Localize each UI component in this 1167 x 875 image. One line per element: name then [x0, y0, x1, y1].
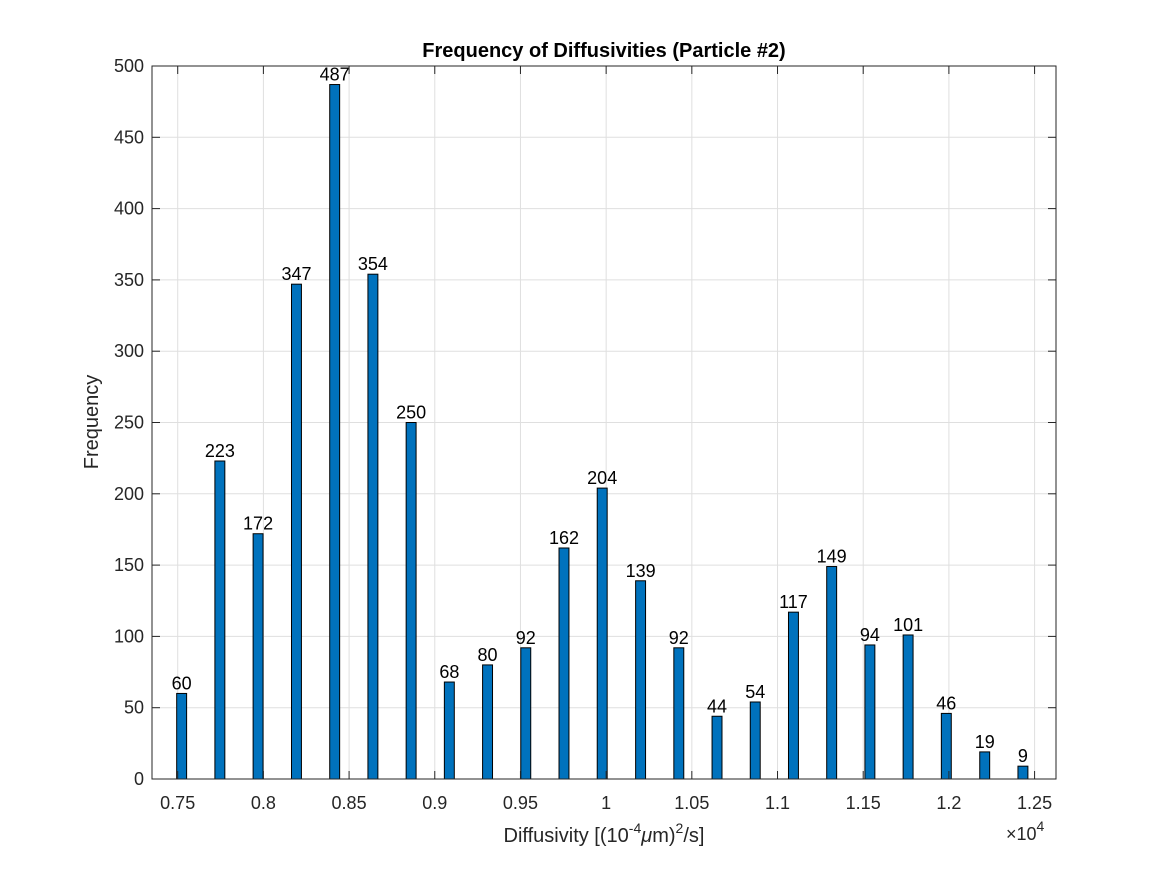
- bar: [940, 712, 952, 780]
- y-tick-label: 200: [114, 484, 144, 504]
- y-tick-label: 350: [114, 270, 144, 290]
- y-tick-label: 250: [114, 413, 144, 433]
- bar-value-label: 19: [975, 732, 995, 752]
- x-tick-label: 1.15: [846, 793, 881, 813]
- bar-value-label: 204: [587, 468, 617, 488]
- bar-value-label: 347: [281, 264, 311, 284]
- bar-value-label: 149: [817, 547, 847, 567]
- y-axis-label: Frequency: [81, 375, 103, 470]
- bar: [826, 566, 838, 780]
- bar-value-label: 92: [669, 628, 689, 648]
- bar-value-label: 68: [439, 662, 459, 682]
- bar: [558, 547, 570, 780]
- y-tick-label: 100: [114, 626, 144, 646]
- bar: [979, 751, 991, 780]
- x-tick-label: 0.85: [332, 793, 367, 813]
- x-axis-label: Diffusivity [(10-4μm)2/s]: [504, 820, 705, 847]
- bar-value-label: 172: [243, 514, 273, 534]
- bar-value-label: 354: [358, 254, 388, 274]
- bar-value-label: 487: [320, 65, 350, 85]
- bar-value-label: 80: [478, 645, 498, 665]
- chart-title: Frequency of Diffusivities (Particle #2): [422, 40, 785, 62]
- x-tick-label: 1.2: [936, 793, 961, 813]
- bar: [749, 701, 761, 780]
- bar: [596, 487, 608, 780]
- bar: [290, 283, 302, 780]
- y-tick-label: 0: [134, 769, 144, 789]
- x-tick-label: 1.1: [765, 793, 790, 813]
- y-tick-label: 450: [114, 127, 144, 147]
- bar: [902, 634, 914, 780]
- axis-ticks: [152, 65, 1056, 780]
- bar: [787, 611, 799, 780]
- bar: [520, 647, 532, 780]
- bar: [711, 715, 723, 780]
- bar: [443, 681, 455, 780]
- y-tick-label: 50: [124, 698, 144, 718]
- bar-value-label: 44: [707, 696, 727, 716]
- bar-value-label: 250: [396, 403, 426, 423]
- y-tick-label: 400: [114, 199, 144, 219]
- x-tick-labels: 0.75 0.8 0.85 0.9 0.95 1 1.05 1.1 1.15 1.2 1.25: [160, 793, 1052, 813]
- x-tick-label: 0.8: [251, 793, 276, 813]
- bar: [864, 644, 876, 780]
- bar-value-label: 139: [626, 561, 656, 581]
- x-tick-label: 1: [601, 793, 611, 813]
- y-tick-label: 500: [114, 56, 144, 76]
- x-tick-label: 1.25: [1017, 793, 1052, 813]
- bar: [367, 273, 379, 780]
- x-tick-label: 0.75: [160, 793, 195, 813]
- x-axis-exponent: ×104: [1006, 818, 1045, 844]
- bar-value-label: 92: [516, 628, 536, 648]
- y-tick-labels: 0 50 100 150 200 250 300 350 400 450 500: [114, 56, 144, 789]
- bar: [252, 533, 264, 780]
- y-tick-label: 300: [114, 341, 144, 361]
- bar-value-label: 60: [172, 673, 192, 693]
- bar: [635, 580, 647, 780]
- bar: [1017, 765, 1029, 780]
- y-tick-label: 150: [114, 555, 144, 575]
- bar-value-label: 223: [205, 441, 235, 461]
- bar: [329, 84, 341, 780]
- bar-value-label: 54: [745, 682, 765, 702]
- bar: [176, 692, 188, 780]
- x-tick-label: 0.9: [422, 793, 447, 813]
- bar: [673, 647, 685, 780]
- bar-value-label: 117: [779, 592, 808, 612]
- data-labels: 60 223 172 347 487 354 250 68 80 92 162 204 139 92 44 5…: [172, 65, 1028, 767]
- x-tick-label: 0.95: [503, 793, 538, 813]
- bar: [482, 664, 494, 780]
- bar-value-label: 94: [860, 625, 880, 645]
- bar: [214, 460, 226, 780]
- bar-value-label: 46: [936, 693, 956, 713]
- x-tick-label: 1.05: [674, 793, 709, 813]
- bar-value-label: 9: [1018, 746, 1028, 766]
- bar-value-label: 162: [549, 528, 579, 548]
- bar-value-label: 101: [893, 615, 923, 635]
- bar: [405, 422, 417, 780]
